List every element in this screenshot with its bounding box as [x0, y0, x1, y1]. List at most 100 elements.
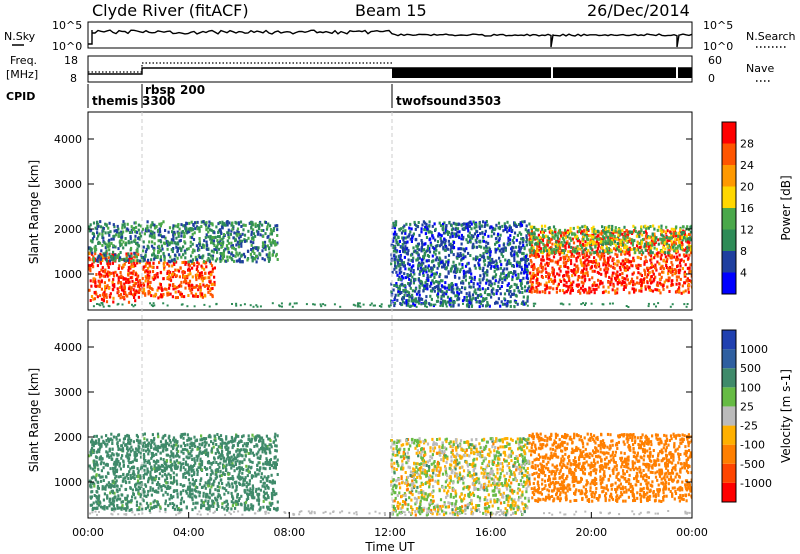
- heatmap-cell: [665, 242, 669, 246]
- heatmap-cell: [520, 232, 523, 236]
- heatmap-cell: [649, 281, 653, 285]
- heatmap-cell: [117, 253, 121, 257]
- heatmap-cell: [162, 445, 165, 449]
- heatmap-cell: [463, 275, 466, 278]
- heatmap-cell: [199, 457, 202, 461]
- heatmap-cell: [491, 257, 494, 261]
- heatmap-cell: [572, 226, 575, 230]
- heatmap-cell: [586, 291, 589, 295]
- heatmap-cell: [557, 231, 560, 235]
- heatmap-cell: [549, 238, 552, 242]
- heatmap-cell: [573, 268, 576, 272]
- heatmap-cell: [536, 288, 539, 292]
- heatmap-cell: [257, 246, 260, 250]
- power-panel-frame: [87, 111, 693, 311]
- heatmap-cell: [638, 281, 641, 285]
- heatmap-cell: [593, 260, 596, 264]
- heatmap-cell: [94, 252, 97, 256]
- heatmap-cell: [670, 240, 673, 244]
- heatmap-cell: [585, 247, 588, 251]
- heatmap-cell: [555, 240, 558, 244]
- heatmap-cell: [482, 266, 485, 270]
- heatmap-cell: [490, 282, 493, 286]
- heatmap-cell: [117, 290, 120, 293]
- heatmap-cell: [605, 247, 608, 251]
- heatmap-cell: [267, 462, 270, 466]
- heatmap-cell: [104, 251, 107, 255]
- heatmap-cell: [412, 299, 415, 303]
- heatmap-cell: [242, 252, 246, 256]
- heatmap-cell: [412, 246, 415, 250]
- heatmap-cell: [177, 461, 180, 465]
- heatmap-cell: [108, 504, 111, 508]
- heatmap-cell: [405, 299, 408, 303]
- colorbar-block: [722, 251, 736, 273]
- heatmap-cell: [264, 245, 267, 249]
- heatmap-cell: [221, 486, 224, 490]
- heatmap-cell: [198, 271, 201, 275]
- heatmap-cell: [130, 262, 133, 266]
- heatmap-cell: [628, 237, 631, 241]
- heatmap-cell: [682, 229, 685, 233]
- heatmap-cell: [586, 227, 589, 231]
- heatmap-cell: [534, 255, 537, 259]
- heatmap-cell: [482, 235, 485, 239]
- heatmap-cell: [400, 260, 403, 264]
- heatmap-cell: [137, 243, 140, 247]
- heatmap-cell: [519, 279, 522, 283]
- heatmap-cell: [645, 227, 648, 230]
- heatmap-cell: [267, 222, 270, 226]
- heatmap-cell: [392, 236, 395, 240]
- heatmap-cell: [203, 284, 206, 288]
- heatmap-cell: [458, 236, 461, 240]
- heatmap-cell: [638, 235, 641, 239]
- heatmap-cell: [110, 271, 113, 275]
- heatmap-cell: [619, 240, 622, 244]
- heatmap-cell: [678, 282, 681, 286]
- heatmap-cell: [603, 257, 606, 261]
- heatmap-cell: [669, 237, 672, 241]
- heatmap-cell: [435, 280, 438, 283]
- heatmap-cell: [159, 240, 163, 244]
- heatmap-cell: [219, 241, 222, 245]
- heatmap-cell: [674, 238, 677, 242]
- heatmap-cell: [619, 232, 622, 236]
- heatmap-cell: [400, 274, 404, 278]
- heatmap-cell: [690, 251, 692, 255]
- heatmap-cell: [682, 231, 685, 235]
- heatmap-cell: [233, 259, 236, 263]
- heatmap-cell: [518, 264, 521, 268]
- heatmap-cell: [507, 274, 510, 278]
- heatmap-cell: [664, 251, 667, 255]
- heatmap-cell: [117, 494, 120, 498]
- heatmap-cell: [573, 247, 576, 251]
- heatmap-cell: [268, 251, 271, 255]
- heatmap-cell: [622, 243, 625, 247]
- heatmap-cell: [507, 239, 510, 243]
- heatmap-cell: [441, 293, 444, 297]
- heatmap-cell: [677, 269, 680, 273]
- heatmap-cell: [504, 247, 507, 251]
- heatmap-cell: [538, 239, 541, 243]
- heatmap-cell: [664, 230, 667, 234]
- heatmap-cell: [148, 270, 152, 274]
- heatmap-cell: [664, 247, 667, 251]
- heatmap-cell: [197, 288, 200, 292]
- heatmap-cell: [559, 269, 562, 273]
- heatmap-cell: [108, 221, 111, 225]
- heatmap-cell: [99, 304, 102, 307]
- heatmap-cell: [617, 245, 620, 249]
- heatmap-cell: [569, 285, 572, 289]
- heatmap-cell: [606, 267, 609, 271]
- heatmap-cell: [209, 273, 212, 277]
- heatmap-cell: [470, 301, 473, 305]
- heatmap-cell: [461, 266, 464, 270]
- heatmap-cell: [434, 258, 437, 262]
- heatmap-cell: [127, 241, 130, 245]
- heatmap-cell: [473, 245, 476, 249]
- heatmap-cell: [195, 273, 198, 277]
- heatmap-cell: [270, 232, 273, 236]
- heatmap-cell: [199, 291, 202, 295]
- heatmap-cell: [127, 300, 131, 304]
- heatmap-cell: [471, 305, 473, 308]
